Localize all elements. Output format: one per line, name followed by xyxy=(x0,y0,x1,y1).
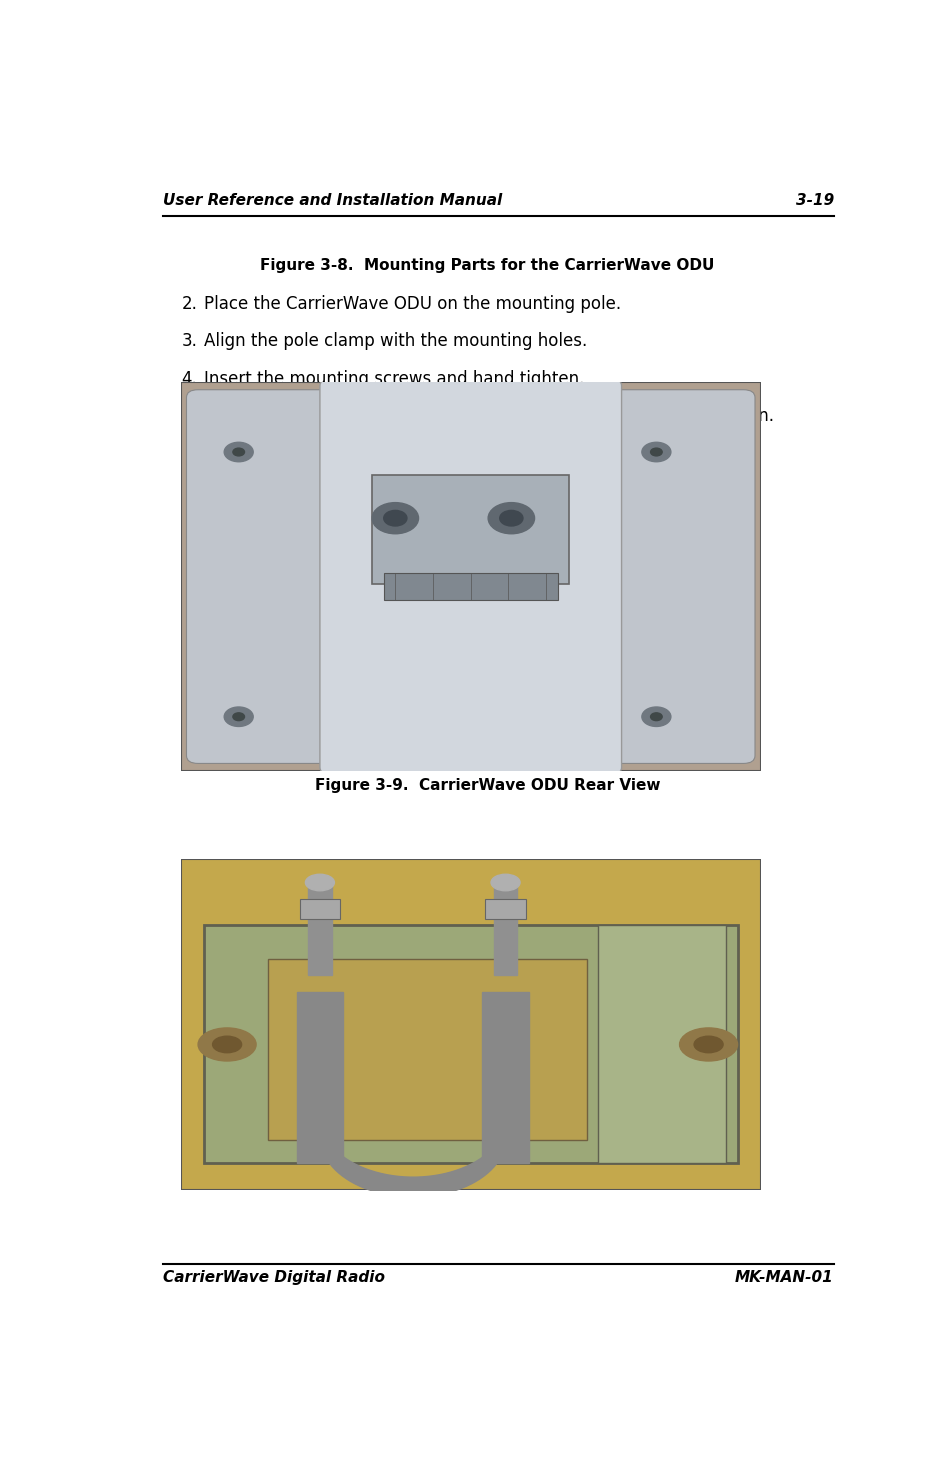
Text: 4.: 4. xyxy=(182,370,197,388)
FancyBboxPatch shape xyxy=(181,859,761,1190)
Text: 5.: 5. xyxy=(182,407,197,425)
FancyBboxPatch shape xyxy=(300,899,340,920)
Circle shape xyxy=(491,874,520,890)
Circle shape xyxy=(694,1036,723,1053)
Text: User Reference and Installation Manual: User Reference and Installation Manual xyxy=(164,192,502,209)
FancyBboxPatch shape xyxy=(485,899,526,920)
Circle shape xyxy=(233,712,244,721)
Circle shape xyxy=(213,1036,242,1053)
FancyBboxPatch shape xyxy=(320,378,622,776)
FancyBboxPatch shape xyxy=(384,573,557,599)
Text: CarrierWave Digital Radio: CarrierWave Digital Radio xyxy=(164,1271,385,1285)
Circle shape xyxy=(680,1028,738,1061)
Circle shape xyxy=(198,1028,256,1061)
Circle shape xyxy=(500,510,523,526)
Circle shape xyxy=(642,442,670,461)
Circle shape xyxy=(650,712,662,721)
Bar xyxy=(297,992,343,1163)
Text: Figure 3-9.  CarrierWave ODU Rear View: Figure 3-9. CarrierWave ODU Rear View xyxy=(315,779,660,793)
Circle shape xyxy=(650,448,662,455)
Text: 3.: 3. xyxy=(182,332,198,351)
FancyBboxPatch shape xyxy=(598,925,726,1163)
FancyBboxPatch shape xyxy=(204,925,738,1163)
Text: Figure 3-10.  Tilt Bracket: Figure 3-10. Tilt Bracket xyxy=(380,1103,594,1119)
Text: Align the pole clamp with the mounting holes.: Align the pole clamp with the mounting h… xyxy=(204,332,587,351)
Text: Figure 3-8.  Mounting Parts for the CarrierWave ODU: Figure 3-8. Mounting Parts for the Carri… xyxy=(261,257,714,273)
Circle shape xyxy=(642,707,670,727)
Text: 6.: 6. xyxy=(182,444,197,463)
Circle shape xyxy=(384,510,407,526)
Circle shape xyxy=(224,707,253,727)
Bar xyxy=(494,883,517,975)
FancyBboxPatch shape xyxy=(268,958,587,1140)
Text: Insert the mounting screws and hand tighten.: Insert the mounting screws and hand tigh… xyxy=(204,370,584,388)
Bar xyxy=(482,992,529,1163)
Circle shape xyxy=(488,502,534,533)
Text: Tighten the mounting screws.: Tighten the mounting screws. xyxy=(204,444,451,463)
FancyBboxPatch shape xyxy=(587,389,755,764)
FancyBboxPatch shape xyxy=(181,382,761,771)
FancyBboxPatch shape xyxy=(372,476,570,585)
FancyBboxPatch shape xyxy=(186,389,355,764)
Circle shape xyxy=(233,448,244,455)
Circle shape xyxy=(372,502,418,533)
Text: MK-MAN-01: MK-MAN-01 xyxy=(735,1271,834,1285)
Text: 3-19: 3-19 xyxy=(796,192,834,209)
Circle shape xyxy=(224,442,253,461)
Text: Place the CarrierWave ODU on the mounting pole.: Place the CarrierWave ODU on the mountin… xyxy=(204,295,621,313)
Text: Rotate the CarrierWave ODU so it is pointing in the correct direction.: Rotate the CarrierWave ODU so it is poin… xyxy=(204,407,773,425)
Bar xyxy=(308,883,332,975)
Circle shape xyxy=(305,874,335,890)
Text: 2.: 2. xyxy=(182,295,198,313)
